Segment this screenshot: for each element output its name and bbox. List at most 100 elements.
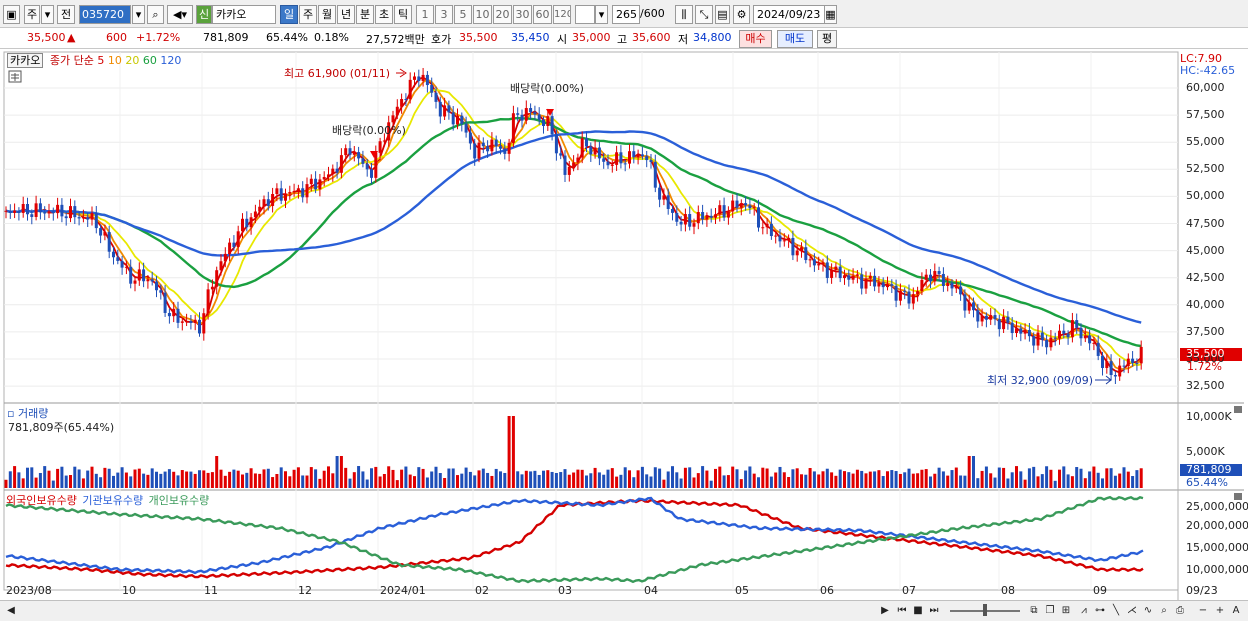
volume-bar	[266, 468, 270, 488]
change-pct: +1.72%	[136, 31, 181, 44]
zoom-slider-handle[interactable]	[983, 604, 987, 616]
measure-icon[interactable]: ⊶	[1095, 605, 1105, 616]
chevron-down-icon[interactable]: ▾	[132, 5, 145, 24]
minute-3-button[interactable]: 3	[435, 5, 453, 24]
line-tool-icon[interactable]: ╲	[1112, 605, 1120, 616]
period-select[interactable]: 주	[24, 5, 40, 24]
candle-body	[765, 223, 769, 228]
candle-body	[739, 203, 743, 208]
fast-forward-icon[interactable]: ⏭	[929, 605, 939, 616]
speaker-icon[interactable]: ◀▾	[167, 5, 193, 24]
minute-10-button[interactable]: 10	[473, 5, 492, 24]
candle-body	[34, 203, 38, 217]
period-tick-button[interactable]: 틱	[394, 5, 412, 24]
wave-icon[interactable]: ∿	[1143, 605, 1153, 616]
zoom-out-icon[interactable]: −	[1198, 605, 1208, 616]
candle-body	[993, 315, 997, 320]
volume-bar	[387, 466, 391, 488]
chevron-down-icon[interactable]: ▾	[595, 5, 608, 24]
volume-bar	[683, 467, 687, 488]
chevron-down-icon[interactable]: ▾	[41, 5, 54, 24]
count-input[interactable]: 265	[612, 5, 640, 24]
holdings-legend: 외국인보유수량 기관보유수량 개인보유수량	[6, 492, 209, 508]
volume-bar	[116, 472, 120, 488]
candle-body	[241, 218, 244, 232]
period-minute-button[interactable]: 분	[356, 5, 374, 24]
zoom-icon[interactable]: ⤡	[695, 5, 713, 24]
volume-bar	[167, 469, 171, 488]
candle-body	[1045, 340, 1049, 348]
buy-button[interactable]: 매수	[739, 30, 772, 48]
eval-button[interactable]: 평	[817, 30, 837, 48]
panel-close-icon[interactable]	[1234, 493, 1242, 500]
volume-bar	[1066, 474, 1070, 488]
panel-close-icon[interactable]	[1234, 406, 1242, 413]
prev-button[interactable]: 전	[57, 5, 75, 24]
layout-icon[interactable]: ▣	[3, 5, 20, 24]
candle-body	[524, 108, 528, 121]
copy-icon[interactable]: ⧉	[1030, 605, 1038, 616]
code-input[interactable]: 035720	[79, 5, 131, 24]
period-year-button[interactable]: 년	[337, 5, 355, 24]
candle-body	[266, 199, 270, 206]
candle-icon[interactable]: ⫼	[675, 5, 693, 24]
search-icon[interactable]: ⌕	[147, 5, 164, 24]
open-label: 시	[557, 33, 568, 46]
time-tick: 07	[902, 584, 916, 597]
date-input[interactable]: 2024/09/23	[753, 5, 825, 24]
search-chart-icon[interactable]: ⌕	[1161, 605, 1167, 616]
minute-120-button[interactable]: 120	[553, 5, 571, 24]
scroll-right-icon[interactable]: ▶	[881, 605, 889, 616]
time-tick: 09	[1093, 584, 1107, 597]
minute-30-button[interactable]: 30	[513, 5, 532, 24]
volume-bar	[701, 466, 705, 488]
layout-icon[interactable]: ⊞	[1061, 605, 1071, 616]
stock-tag[interactable]: 카카오	[7, 53, 44, 68]
candle-body	[370, 169, 373, 178]
ma20-label: 20	[125, 54, 140, 67]
candle-body	[318, 179, 322, 190]
candle-body	[314, 178, 318, 190]
minute-1-button[interactable]: 1	[416, 5, 434, 24]
calendar-icon[interactable]: ▦	[824, 5, 837, 24]
period-week-button[interactable]: 주	[299, 5, 317, 24]
period-month-button[interactable]: 월	[318, 5, 336, 24]
volume-bar	[185, 471, 189, 488]
volume-tick: 10,000K	[1186, 410, 1232, 423]
scroll-left-icon[interactable]: ◀	[7, 605, 15, 616]
sell-button[interactable]: 매도	[777, 30, 813, 48]
period-day-button[interactable]: 일	[280, 5, 298, 24]
gear-icon[interactable]: ⚙	[733, 5, 750, 24]
window-icon[interactable]: ❐	[1045, 605, 1055, 616]
candle-body	[636, 154, 640, 158]
candle-body	[976, 310, 980, 322]
period-second-button[interactable]: 초	[375, 5, 393, 24]
stop-icon[interactable]: ■	[913, 605, 923, 616]
candle-body	[142, 269, 146, 282]
candle-body	[907, 291, 911, 304]
rewind-icon[interactable]: ⏮	[897, 605, 907, 616]
save-icon[interactable]: ▤	[715, 5, 730, 24]
draw-icon[interactable]: ⩘	[1081, 605, 1087, 616]
chart-canvas[interactable]	[0, 50, 1248, 600]
volume-bar	[524, 470, 528, 488]
minute-60-button[interactable]: 60	[533, 5, 552, 24]
text-size-icon[interactable]: A	[1232, 605, 1240, 616]
custom-period-input[interactable]	[575, 5, 595, 24]
capture-icon[interactable]: ⎙	[1176, 605, 1184, 616]
zoom-in-icon[interactable]: +	[1215, 605, 1225, 616]
trend-icon[interactable]: ⋌	[1127, 605, 1137, 616]
candle-body	[305, 184, 309, 198]
candle-body	[387, 122, 391, 141]
scrollbar[interactable]: ◀ ▶ ⏮ ■ ⏭ ⧉ ❐ ⊞ ⩘ ⊶ ╲ ⋌ ∿ ⌕ ⎙ − + A	[0, 600, 1248, 621]
minute-5-button[interactable]: 5	[454, 5, 472, 24]
volume-bar	[959, 475, 963, 488]
volume-bar	[933, 473, 937, 488]
low-arrow-icon	[1095, 375, 1112, 385]
volume-bar	[855, 469, 859, 488]
candle-body	[1083, 335, 1087, 339]
volume-bar	[1075, 467, 1079, 488]
candle-body	[189, 321, 193, 323]
minute-20-button[interactable]: 20	[493, 5, 512, 24]
stock-name-field[interactable]: 카카오	[212, 5, 276, 24]
